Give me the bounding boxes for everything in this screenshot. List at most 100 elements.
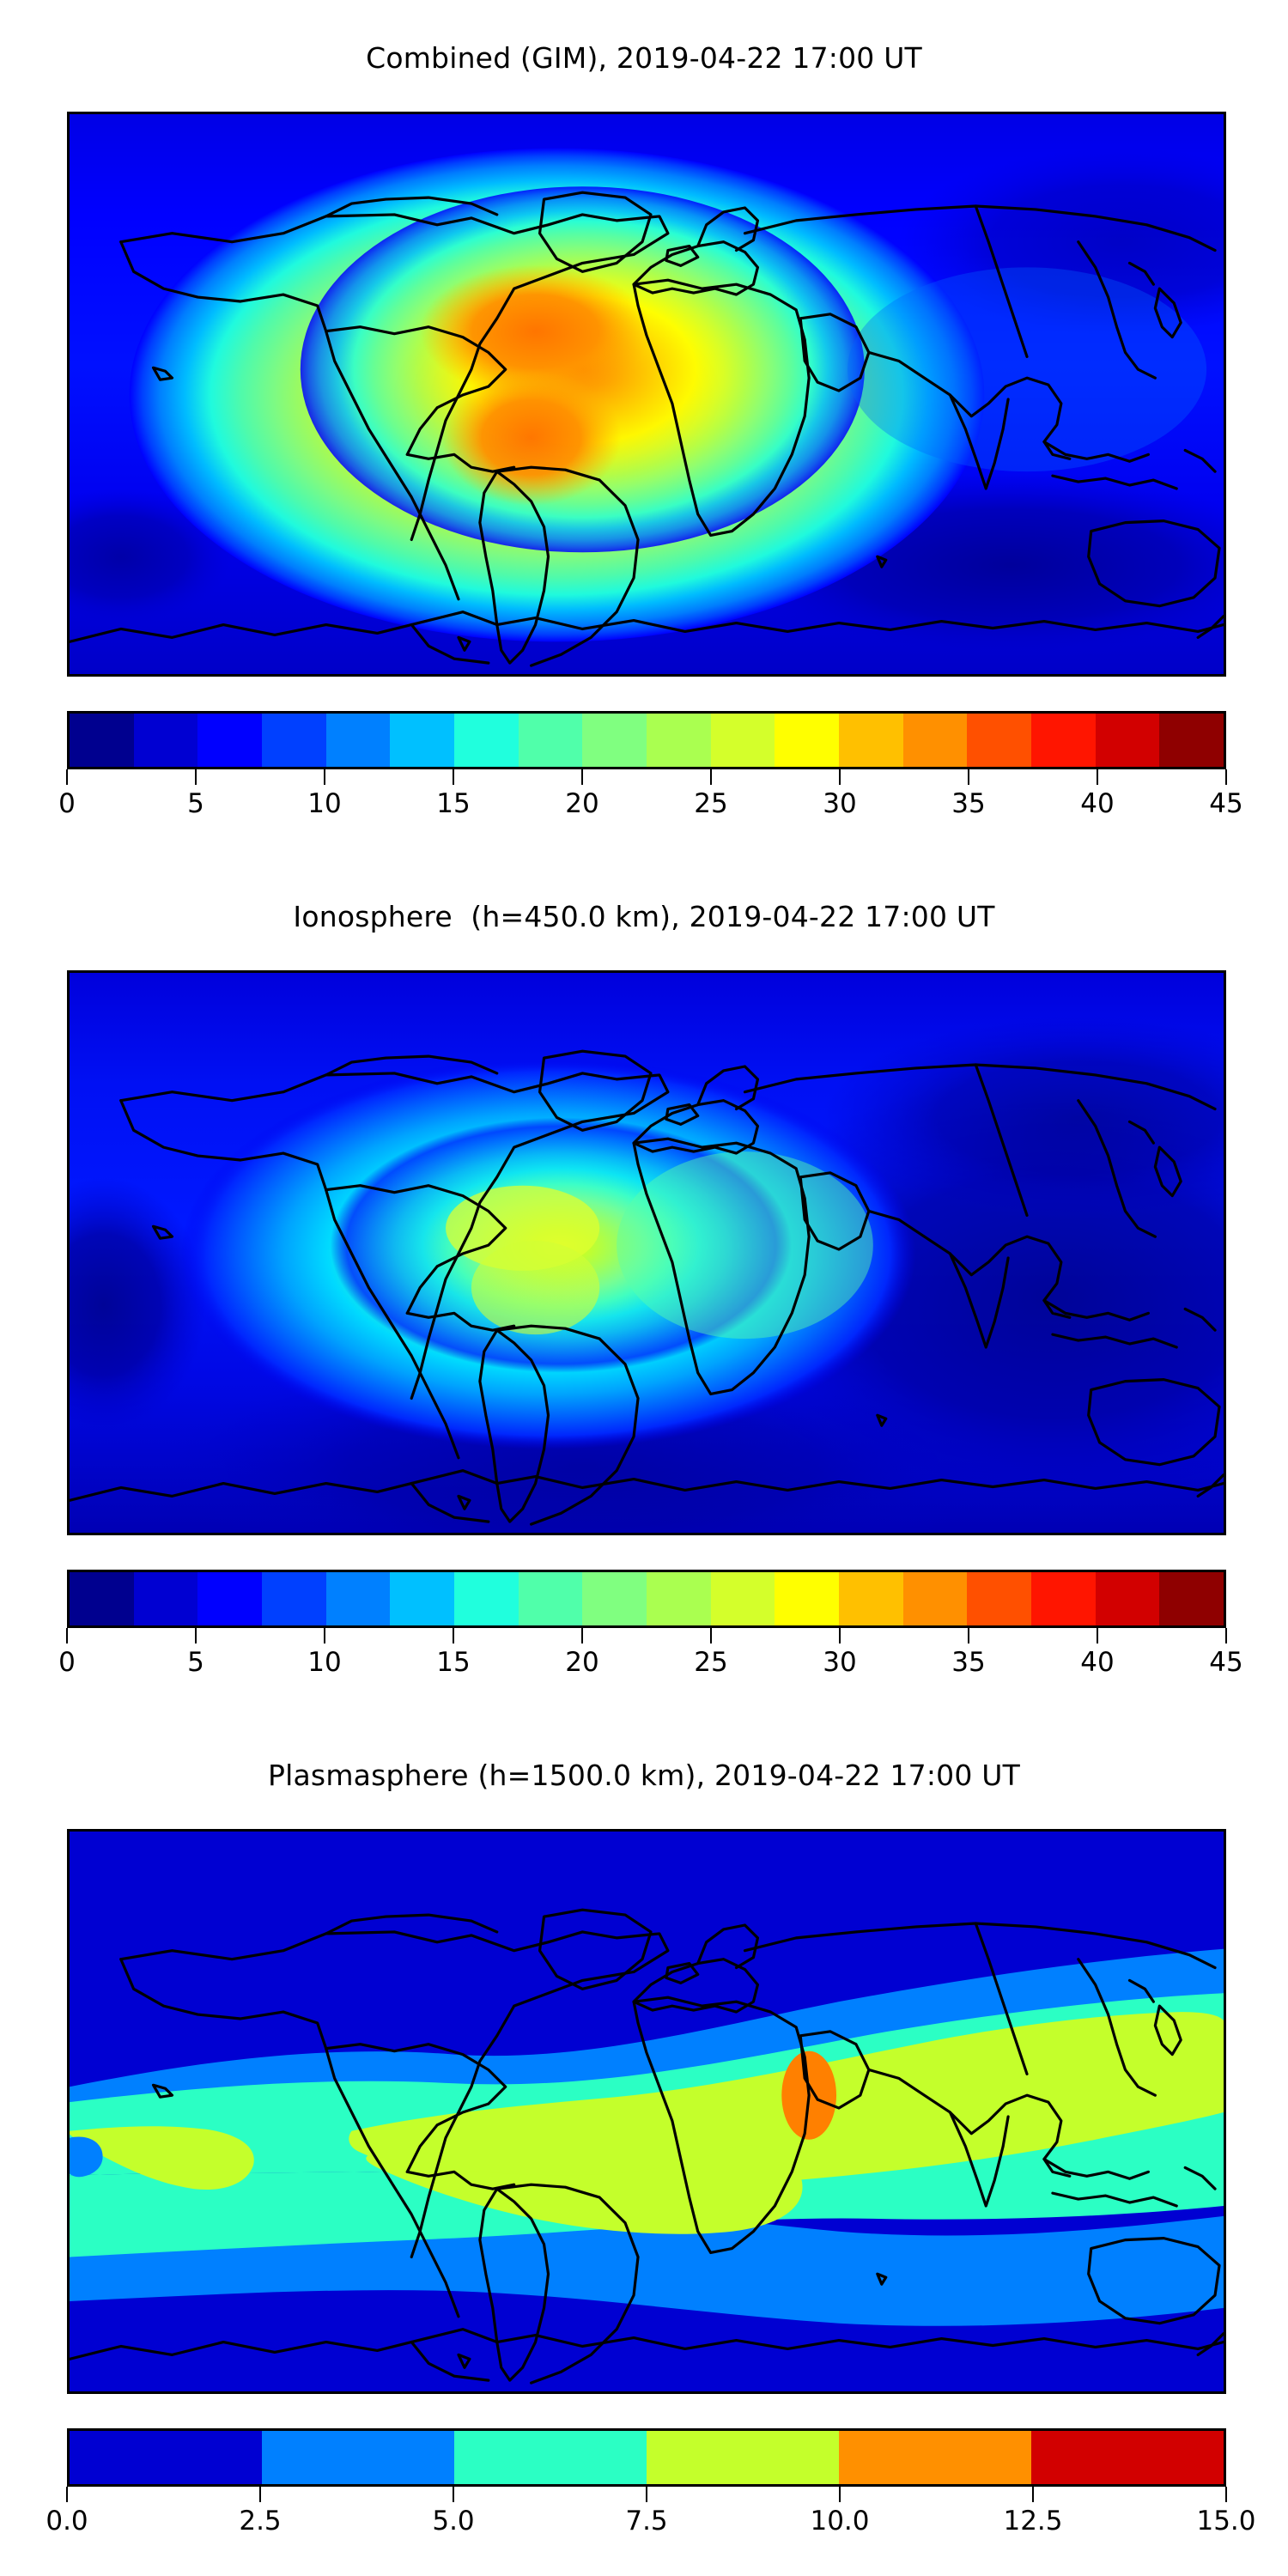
colorbar-swatch: [133, 714, 198, 767]
colorbar-tick: [839, 1628, 841, 1643]
map-canvas-ionosphere: [70, 973, 1224, 1533]
colorbar-tick-label: 2.5: [239, 2506, 282, 2537]
colorbar-swatch: [325, 714, 391, 767]
colorbar-tick-label: 0: [58, 1647, 76, 1678]
colorbar-tick: [839, 769, 841, 785]
colorbar-swatch: [518, 1572, 583, 1625]
colorbar-tick: [453, 1628, 454, 1643]
colorbar-swatch: [262, 1572, 326, 1625]
panel-title-combined-gim: Combined (GIM), 2019-04-22 17:00 UT: [366, 41, 922, 75]
colorbar-tick: [1096, 769, 1098, 785]
colorbar-swatch: [839, 2431, 1031, 2484]
colorbar-tick-label: 40: [1080, 788, 1115, 819]
colorbar-tick: [1096, 1628, 1098, 1643]
colorbar-tick: [1225, 1628, 1227, 1643]
colorbar-tick-label: 5: [187, 1647, 204, 1678]
colorbar-tick-label: 15: [436, 1647, 471, 1678]
map-plasmasphere: [67, 1829, 1226, 2394]
colorbar-tick: [66, 769, 68, 785]
colorbar-tick-label: 12.5: [1003, 2506, 1063, 2537]
colorbar-tick-label: 15: [436, 788, 471, 819]
colorbar-swatch: [967, 714, 1032, 767]
colorbar-labels-plasmasphere: 0.0 2.5 5.0 7.5 10.0 12.5 15.0: [46, 2506, 1255, 2543]
colorbar-tick: [1225, 2487, 1227, 2502]
panel-title-ionosphere: Ionosphere (h=450.0 km), 2019-04-22 17:0…: [293, 900, 995, 933]
colorbar-swatch: [262, 714, 326, 767]
colorbar-plasmasphere[interactable]: 0.0 2.5 5.0 7.5 10.0 12.5 15.0: [46, 2428, 1256, 2537]
colorbar-tick: [580, 1628, 583, 1643]
colorbar-tick-label: 5: [187, 788, 204, 819]
colorbar-tick: [66, 1628, 68, 1643]
colorbar-gradient-combined-gim: [67, 711, 1226, 769]
panel-title-plasmasphere: Plasmasphere (h=1500.0 km), 2019-04-22 1…: [268, 1759, 1020, 1792]
colorbar-swatch: [197, 1572, 263, 1625]
colorbar-tick: [66, 2487, 68, 2502]
colorbar-tick-label: 45: [1209, 1647, 1243, 1678]
colorbar-tick: [839, 2487, 841, 2502]
colorbar-labels-combined-gim: 0 5 10 15 20 25 30 35 40 45: [58, 788, 1243, 826]
map-combined-gim: [67, 112, 1226, 677]
colorbar-swatch: [582, 1572, 647, 1625]
colorbar-tick: [1225, 769, 1227, 785]
colorbar-swatch: [647, 1572, 711, 1625]
colorbar-combined-gim[interactable]: 0 5 10 15 20 25 30 35 40 45: [58, 711, 1243, 819]
colorbar-tick-label: 0.0: [46, 2506, 88, 2537]
colorbar-labels-ionosphere: 0 5 10 15 20 25 30 35 40 45: [58, 1647, 1243, 1685]
colorbar-tick-label: 10.0: [810, 2506, 870, 2537]
colorbar-ticks-ionosphere: [66, 1628, 1227, 1643]
colorbar-tick: [710, 1628, 712, 1643]
colorbar-tick-label: 30: [823, 788, 857, 819]
colorbar-swatch: [518, 714, 583, 767]
colorbar-swatch: [775, 1572, 840, 1625]
colorbar-swatch: [454, 1572, 519, 1625]
colorbar-tick: [259, 2487, 261, 2502]
colorbar-tick: [194, 1628, 197, 1643]
colorbar-swatch: [775, 714, 840, 767]
colorbar-ionosphere[interactable]: 0 5 10 15 20 25 30 35 40 45: [58, 1570, 1243, 1678]
colorbar-swatch: [647, 2431, 839, 2484]
colorbar-tick: [323, 769, 325, 785]
map-canvas-combined-gim: [70, 114, 1224, 674]
map-ionosphere: [67, 970, 1226, 1535]
colorbar-swatch: [70, 1572, 134, 1625]
panel-ionosphere: Ionosphere (h=450.0 km), 2019-04-22 17:0…: [0, 859, 1288, 1717]
colorbar-tick: [710, 769, 712, 785]
colorbar-tick-label: 25: [694, 1647, 728, 1678]
colorbar-gradient-plasmasphere: [67, 2428, 1226, 2487]
colorbar-tick: [968, 769, 969, 785]
colorbar-swatch: [1095, 714, 1160, 767]
colorbar-tick-label: 7.5: [625, 2506, 668, 2537]
colorbar-tick: [453, 769, 454, 785]
colorbar-swatch: [1095, 1572, 1160, 1625]
colorbar-swatch: [967, 1572, 1032, 1625]
panel-combined-gim: Combined (GIM), 2019-04-22 17:00 UT: [0, 0, 1288, 859]
colorbar-swatch: [647, 714, 711, 767]
colorbar-swatch: [582, 714, 647, 767]
colorbar-tick-label: 45: [1209, 788, 1243, 819]
panel-plasmasphere: Plasmasphere (h=1500.0 km), 2019-04-22 1…: [0, 1717, 1288, 2576]
colorbar-tick: [453, 2487, 454, 2502]
colorbar-tick: [323, 1628, 325, 1643]
colorbar-tick-label: 10: [307, 1647, 342, 1678]
colorbar-swatch: [390, 1572, 455, 1625]
colorbar-swatch: [454, 714, 519, 767]
colorbar-swatch: [839, 714, 903, 767]
colorbar-swatch: [710, 1572, 775, 1625]
colorbar-tick-label: 15.0: [1196, 2506, 1256, 2537]
colorbar-tick: [194, 769, 197, 785]
colorbar-swatch: [70, 714, 134, 767]
colorbar-ticks-plasmasphere: [66, 2487, 1227, 2502]
colorbar-ticks-combined-gim: [66, 769, 1227, 785]
colorbar-swatch: [1031, 2431, 1224, 2484]
colorbar-tick-label: 35: [951, 788, 986, 819]
colorbar-tick-label: 35: [951, 1647, 986, 1678]
colorbar-tick-label: 20: [565, 788, 599, 819]
colorbar-swatch: [1031, 1572, 1096, 1625]
colorbar-tick-label: 40: [1080, 1647, 1115, 1678]
colorbar-swatch: [197, 714, 263, 767]
colorbar-tick: [646, 2487, 647, 2502]
colorbar-swatch: [262, 2431, 454, 2484]
colorbar-tick: [1032, 2487, 1034, 2502]
colorbar-swatch: [454, 2431, 647, 2484]
